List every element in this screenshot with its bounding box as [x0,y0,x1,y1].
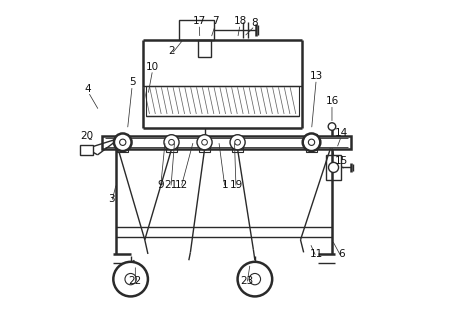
Circle shape [303,133,320,151]
Bar [326,155,342,180]
Text: 23: 23 [240,276,254,286]
Text: 18: 18 [234,16,247,26]
Bar [198,40,211,57]
Circle shape [113,262,148,296]
Bar [117,134,128,153]
Bar [166,137,177,152]
Bar [102,136,351,149]
Text: 16: 16 [325,96,338,106]
Circle shape [328,123,336,130]
Circle shape [114,133,131,151]
Text: 12: 12 [174,180,188,190]
Text: 21: 21 [164,180,177,190]
Bar [306,134,317,152]
Circle shape [249,273,261,285]
Text: 14: 14 [335,128,348,138]
Text: 6: 6 [338,249,345,259]
Text: 20: 20 [80,131,93,141]
Text: 8: 8 [252,18,258,28]
Circle shape [125,273,136,285]
Circle shape [197,135,212,150]
Text: 11: 11 [310,249,323,259]
Circle shape [308,139,315,145]
Text: 7: 7 [212,16,219,26]
Circle shape [164,135,179,150]
Circle shape [238,262,272,296]
Text: 17: 17 [193,16,206,26]
Text: 13: 13 [310,71,323,81]
Text: 15: 15 [335,156,348,166]
Text: 3: 3 [108,194,115,204]
Circle shape [169,139,174,145]
Text: 10: 10 [146,62,159,72]
Text: 2: 2 [168,46,175,56]
Bar [199,137,210,152]
Text: 19: 19 [230,180,243,190]
Bar [180,20,214,40]
Text: 9: 9 [157,180,164,190]
Text: 5: 5 [129,77,135,88]
Circle shape [328,162,338,173]
Circle shape [202,139,207,145]
Circle shape [230,135,245,150]
Bar [232,137,243,152]
Text: 4: 4 [85,84,91,94]
Text: 22: 22 [129,276,142,286]
Bar [146,86,299,116]
Circle shape [120,139,126,145]
Bar [80,145,93,155]
Circle shape [235,139,240,145]
Text: 1: 1 [222,180,228,190]
